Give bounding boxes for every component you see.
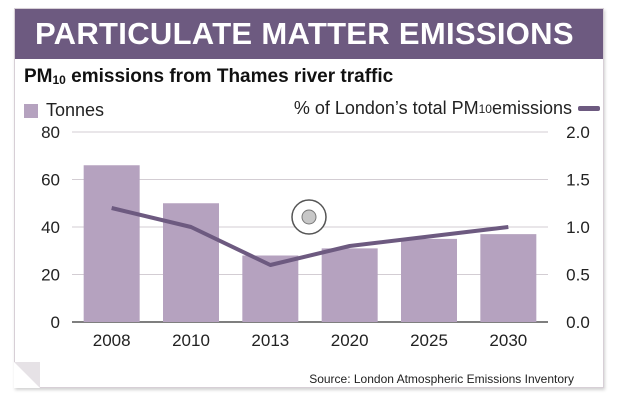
legend-line-swatch [578, 106, 600, 111]
bar [83, 165, 140, 322]
x-tick-label: 2010 [172, 331, 210, 350]
x-tick-label: 2025 [410, 331, 448, 350]
y-tick-label: 60 [41, 171, 60, 190]
x-tick-label: 2008 [93, 331, 131, 350]
legend-bar-swatch [24, 103, 38, 118]
legend-line-entry: % of London’s total PM 10 emissions [294, 98, 600, 119]
subtitle-suffix: emissions from Thames river traffic [65, 66, 394, 87]
y2-tick-label: 0.5 [566, 266, 590, 285]
bar [321, 248, 378, 322]
target-marker-dot [301, 209, 317, 225]
y2-tick-label: 1.5 [566, 171, 590, 190]
subtitle-sub: 10 [52, 73, 66, 87]
y2-tick-label: 1.0 [566, 218, 590, 237]
x-tick-label: 2020 [331, 331, 369, 350]
legend-line-sub: 10 [478, 101, 492, 116]
bar [401, 238, 457, 322]
line-series [111, 206, 509, 267]
subtitle-prefix: PM [24, 66, 53, 87]
y-tick-label: 0 [51, 313, 60, 332]
x-tick-label: 2030 [489, 331, 527, 350]
source-note: Source: London Atmospheric Emissions Inv… [309, 372, 574, 386]
y-tick-label: 80 [41, 123, 60, 142]
legend-line-suffix: emissions [491, 98, 572, 118]
y2-tick-label: 2.0 [566, 123, 590, 142]
bar [480, 234, 537, 322]
page-fold-corner [14, 362, 40, 388]
legend-bar-entry: Tonnes [24, 100, 104, 121]
y-tick-label: 20 [41, 266, 60, 285]
legend-line-prefix: % of London’s total PM [293, 98, 479, 118]
title-banner: PARTICULATE MATTER EMISSIONS [15, 9, 603, 59]
y2-tick-label: 0.0 [566, 313, 590, 332]
banner-title: PARTICULATE MATTER EMISSIONS [35, 16, 574, 51]
legend-bar-label: Tonnes [46, 100, 105, 120]
chart-subtitle: PM10 emissions from Thames river traffic [24, 66, 393, 88]
y-tick-label: 40 [41, 218, 60, 237]
x-tick-label: 2013 [251, 331, 289, 350]
